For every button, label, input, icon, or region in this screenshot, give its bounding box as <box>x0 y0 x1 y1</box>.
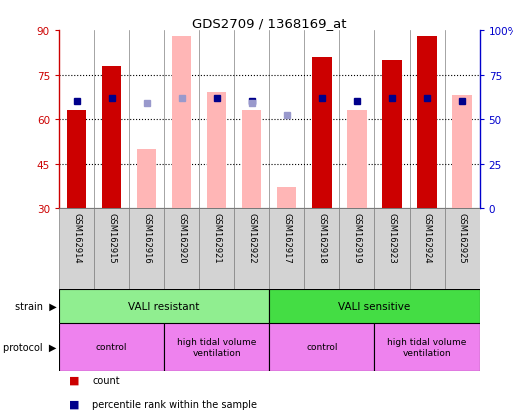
Text: GSM162915: GSM162915 <box>107 213 116 263</box>
Bar <box>242 111 262 209</box>
Bar <box>277 188 297 209</box>
Text: percentile rank within the sample: percentile rank within the sample <box>92 399 258 408</box>
Text: ■: ■ <box>69 375 80 385</box>
Text: GSM162921: GSM162921 <box>212 213 221 263</box>
Bar <box>409 209 445 289</box>
Text: GSM162924: GSM162924 <box>423 213 431 263</box>
Bar <box>234 209 269 289</box>
Bar <box>137 150 156 209</box>
Bar <box>164 323 269 371</box>
Bar <box>199 209 234 289</box>
Text: high tidal volume
ventilation: high tidal volume ventilation <box>177 337 256 357</box>
Bar <box>347 111 367 209</box>
Text: ■: ■ <box>69 399 80 408</box>
Text: GSM162922: GSM162922 <box>247 213 256 263</box>
Bar <box>59 209 94 289</box>
Text: GSM162919: GSM162919 <box>352 213 362 263</box>
Text: GSM162925: GSM162925 <box>458 213 467 263</box>
Bar <box>374 209 409 289</box>
Bar <box>312 57 331 209</box>
Bar <box>94 209 129 289</box>
Title: GDS2709 / 1368169_at: GDS2709 / 1368169_at <box>192 17 347 30</box>
Bar <box>172 37 191 209</box>
Bar <box>418 37 437 209</box>
Text: control: control <box>96 343 127 351</box>
Text: GSM162916: GSM162916 <box>142 213 151 263</box>
Bar <box>452 96 472 209</box>
Text: count: count <box>92 375 120 385</box>
Bar <box>269 209 304 289</box>
Text: GSM162920: GSM162920 <box>177 213 186 263</box>
Bar <box>374 323 480 371</box>
Text: control: control <box>306 343 338 351</box>
Bar <box>129 209 164 289</box>
Bar <box>102 66 121 209</box>
Bar <box>59 323 164 371</box>
Text: GSM162923: GSM162923 <box>387 213 397 263</box>
Text: GSM162914: GSM162914 <box>72 213 81 263</box>
Bar <box>59 289 269 323</box>
Text: VALI sensitive: VALI sensitive <box>339 301 410 311</box>
Text: strain  ▶: strain ▶ <box>15 301 56 311</box>
Bar <box>340 209 374 289</box>
Text: VALI resistant: VALI resistant <box>128 301 200 311</box>
Text: protocol  ▶: protocol ▶ <box>3 342 56 352</box>
Bar <box>382 61 402 209</box>
Bar <box>269 323 374 371</box>
Text: GSM162918: GSM162918 <box>318 213 326 263</box>
Bar <box>304 209 340 289</box>
Bar <box>207 93 226 209</box>
Bar <box>164 209 199 289</box>
Text: GSM162917: GSM162917 <box>282 213 291 263</box>
Bar <box>67 111 86 209</box>
Bar <box>269 289 480 323</box>
Text: high tidal volume
ventilation: high tidal volume ventilation <box>387 337 467 357</box>
Bar <box>445 209 480 289</box>
